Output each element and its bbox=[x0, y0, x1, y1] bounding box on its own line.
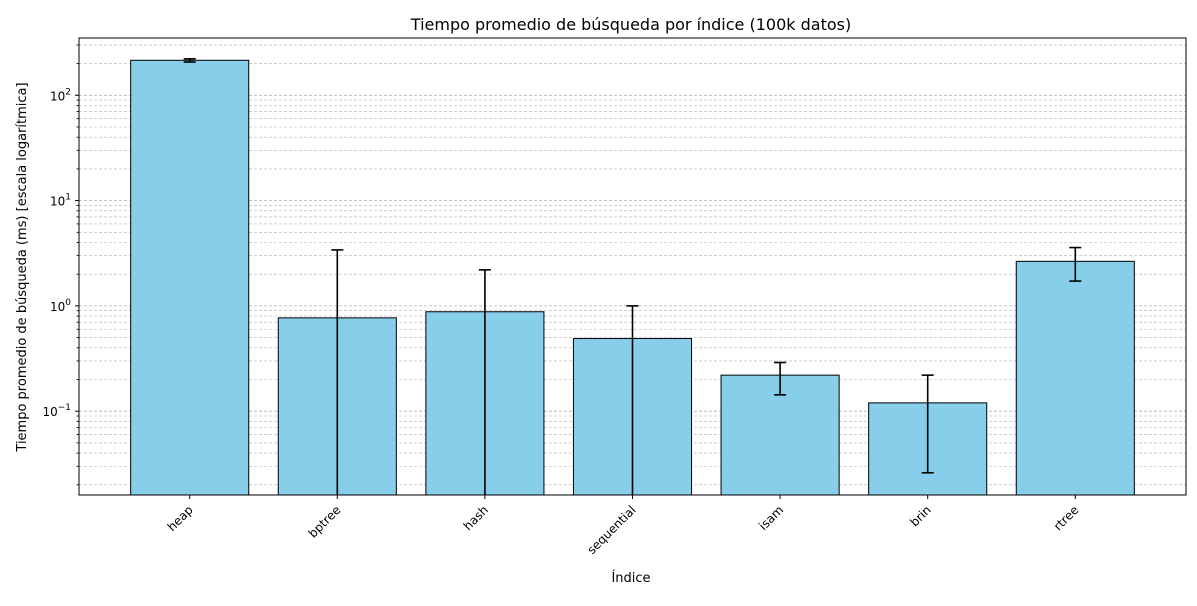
y-tick-label: 100 bbox=[50, 298, 71, 314]
chart-title: Tiempo promedio de búsqueda por índice (… bbox=[410, 15, 851, 34]
y-axis-label: Tiempo promedio de búsqueda (ms) [escala… bbox=[15, 82, 30, 452]
y-tick-label: 102 bbox=[50, 87, 71, 103]
y-tick-label: 101 bbox=[50, 193, 71, 209]
bar-heap bbox=[130, 59, 250, 496]
y-tick-label: 10−1 bbox=[42, 403, 71, 419]
grid-layer bbox=[79, 44, 1186, 486]
x-axis-label: Índice bbox=[611, 570, 650, 586]
errorbars-layer bbox=[183, 58, 1082, 495]
bar-rtree bbox=[1015, 260, 1135, 496]
